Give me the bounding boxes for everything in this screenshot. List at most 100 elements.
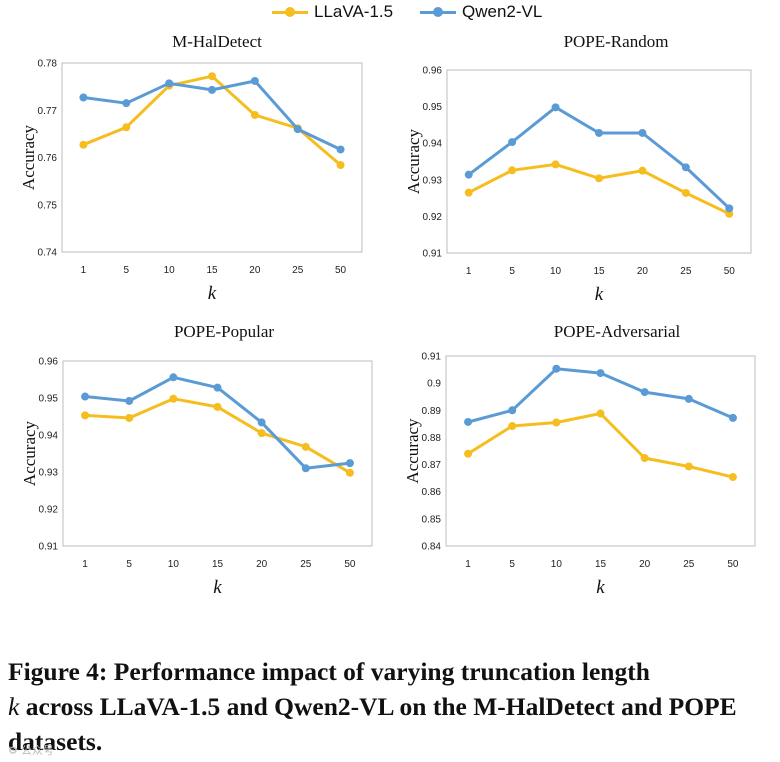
- data-point-llava-1-5: [552, 418, 561, 427]
- data-point-llava-1-5: [122, 123, 131, 132]
- x-tick-label: 20: [637, 266, 649, 277]
- y-tick-label: 0.92: [39, 505, 59, 516]
- plot-area-frame: [445, 355, 756, 547]
- data-point-llava-1-5: [638, 166, 647, 175]
- data-point-qwen2-vl: [508, 138, 517, 147]
- chart-title: POPE-Adversarial: [554, 322, 681, 341]
- legend-label-qwen: Qwen2-VL: [462, 2, 543, 21]
- data-point-qwen2-vl: [640, 388, 649, 397]
- x-tick-label: 50: [344, 559, 356, 570]
- y-tick-label: 0.93: [423, 175, 443, 186]
- data-point-qwen2-vl: [638, 128, 647, 137]
- y-axis-label: Accuracy: [19, 124, 38, 190]
- chart-title: POPE-Popular: [174, 322, 274, 341]
- data-point-llava-1-5: [81, 411, 90, 420]
- series-line-llava-1-5: [467, 412, 734, 479]
- x-tick-label: 20: [639, 559, 651, 570]
- data-point-llava-1-5: [551, 160, 560, 169]
- data-point-llava-1-5: [336, 161, 345, 170]
- y-tick-label: 0.91: [423, 249, 443, 260]
- x-tick-label: 25: [300, 559, 312, 570]
- x-tick-label: 25: [292, 265, 304, 276]
- data-point-llava-1-5: [257, 429, 266, 438]
- data-point-qwen2-vl: [208, 85, 216, 94]
- x-tick-label: 10: [164, 265, 176, 276]
- x-tick-label: 1: [465, 559, 471, 570]
- data-point-qwen2-vl: [464, 417, 473, 426]
- data-point-qwen2-vl: [684, 394, 693, 403]
- chart-pope-adversarial: POPE-Adversarial 0.84 0.85 0.86 0.87 0.88 0.89…: [403, 322, 756, 598]
- data-point-qwen2-vl: [681, 163, 690, 172]
- legend-swatch-qwen: [420, 3, 456, 21]
- x-tick-label: 1: [466, 266, 472, 277]
- x-tick-label: 15: [206, 265, 218, 276]
- x-tick-label: 15: [593, 266, 605, 277]
- data-point-llava-1-5: [596, 409, 605, 418]
- data-point-llava-1-5: [508, 166, 517, 175]
- legend-marker-qwen: [433, 7, 443, 17]
- data-point-llava-1-5: [345, 468, 354, 477]
- y-tick-label: 0.94: [39, 431, 59, 442]
- data-point-qwen2-vl: [464, 170, 473, 179]
- y-tick-label: 0.9: [427, 379, 441, 390]
- chart-legend: LLaVA-1.5 Qwen2-VL: [0, 0, 780, 30]
- chart-title: M-HalDetect: [172, 32, 262, 51]
- data-point-qwen2-vl: [169, 373, 178, 382]
- data-point-qwen2-vl: [725, 204, 734, 213]
- data-point-llava-1-5: [640, 454, 649, 463]
- data-point-qwen2-vl: [165, 79, 174, 88]
- x-tick-label: 10: [551, 559, 563, 570]
- caption-lead: Figure 4: Performance impact of varying …: [8, 657, 650, 686]
- y-tick-label: 0.76: [38, 153, 58, 164]
- x-tick-label: 5: [124, 265, 130, 276]
- data-point-qwen2-vl: [595, 128, 603, 137]
- data-point-qwen2-vl: [336, 145, 345, 154]
- x-tick-label: 50: [724, 266, 736, 277]
- data-point-qwen2-vl: [552, 364, 561, 373]
- x-tick-label: 25: [680, 266, 692, 277]
- y-tick-label: 0.96: [39, 357, 59, 368]
- x-tick-label: 15: [595, 559, 607, 570]
- legend-item-llava: LLaVA-1.5: [272, 2, 393, 22]
- y-tick-label: 0.77: [38, 106, 58, 117]
- data-point-qwen2-vl: [125, 396, 134, 405]
- data-point-qwen2-vl: [596, 369, 605, 378]
- y-tick-label: 0.95: [423, 102, 443, 113]
- y-tick-label: 0.91: [39, 542, 59, 553]
- y-tick-label: 0.85: [422, 514, 442, 525]
- y-axis-label: Accuracy: [403, 418, 422, 484]
- plot-area-frame: [446, 69, 752, 254]
- y-tick-label: 0.92: [423, 212, 443, 223]
- data-point-llava-1-5: [169, 394, 178, 403]
- y-tick-label: 0.87: [422, 460, 442, 471]
- caption-rest: across LLaVA-1.5 and Qwen2-VL on the M-H…: [8, 692, 737, 756]
- data-point-qwen2-vl: [301, 464, 310, 473]
- y-tick-label: 0.86: [422, 487, 442, 498]
- x-tick-label: 1: [81, 265, 87, 276]
- data-point-qwen2-vl: [293, 125, 302, 134]
- data-point-qwen2-vl: [81, 392, 90, 401]
- data-point-qwen2-vl: [122, 99, 131, 108]
- x-tick-label: 5: [509, 266, 515, 277]
- x-tick-label: 50: [335, 265, 347, 276]
- x-tick-label: 20: [249, 265, 261, 276]
- y-tick-label: 0.74: [38, 248, 58, 259]
- data-point-qwen2-vl: [551, 103, 560, 112]
- x-axis-label: k: [213, 577, 222, 598]
- data-point-llava-1-5: [250, 110, 259, 119]
- x-tick-label: 25: [683, 559, 695, 570]
- data-point-qwen2-vl: [345, 459, 354, 468]
- caption-k: k: [8, 692, 20, 721]
- x-tick-label: 20: [256, 559, 268, 570]
- data-point-llava-1-5: [208, 72, 216, 81]
- data-point-llava-1-5: [301, 442, 310, 451]
- x-tick-label: 15: [212, 559, 224, 570]
- data-point-qwen2-vl: [213, 383, 222, 392]
- y-tick-label: 0.75: [38, 200, 58, 211]
- x-tick-label: 50: [727, 559, 739, 570]
- watermark-text: ⚙ 公众号: [8, 745, 54, 757]
- y-tick-label: 0.91: [422, 352, 442, 363]
